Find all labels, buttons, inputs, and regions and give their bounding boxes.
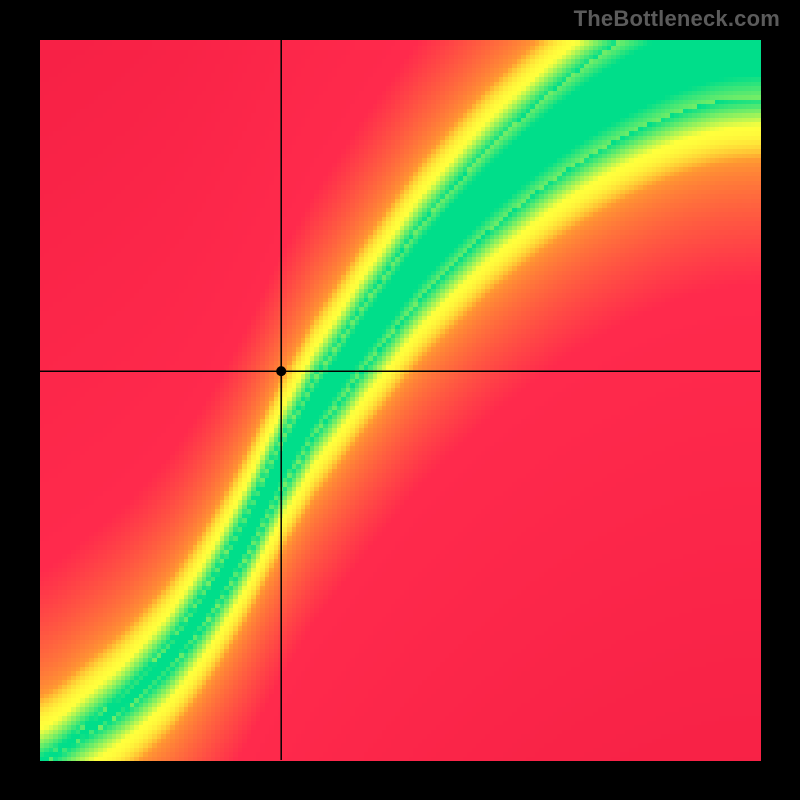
bottleneck-heatmap (0, 0, 800, 800)
figure-root: TheBottleneck.com (0, 0, 800, 800)
watermark-text: TheBottleneck.com (574, 6, 780, 32)
heatmap-canvas-wrap (0, 0, 800, 800)
